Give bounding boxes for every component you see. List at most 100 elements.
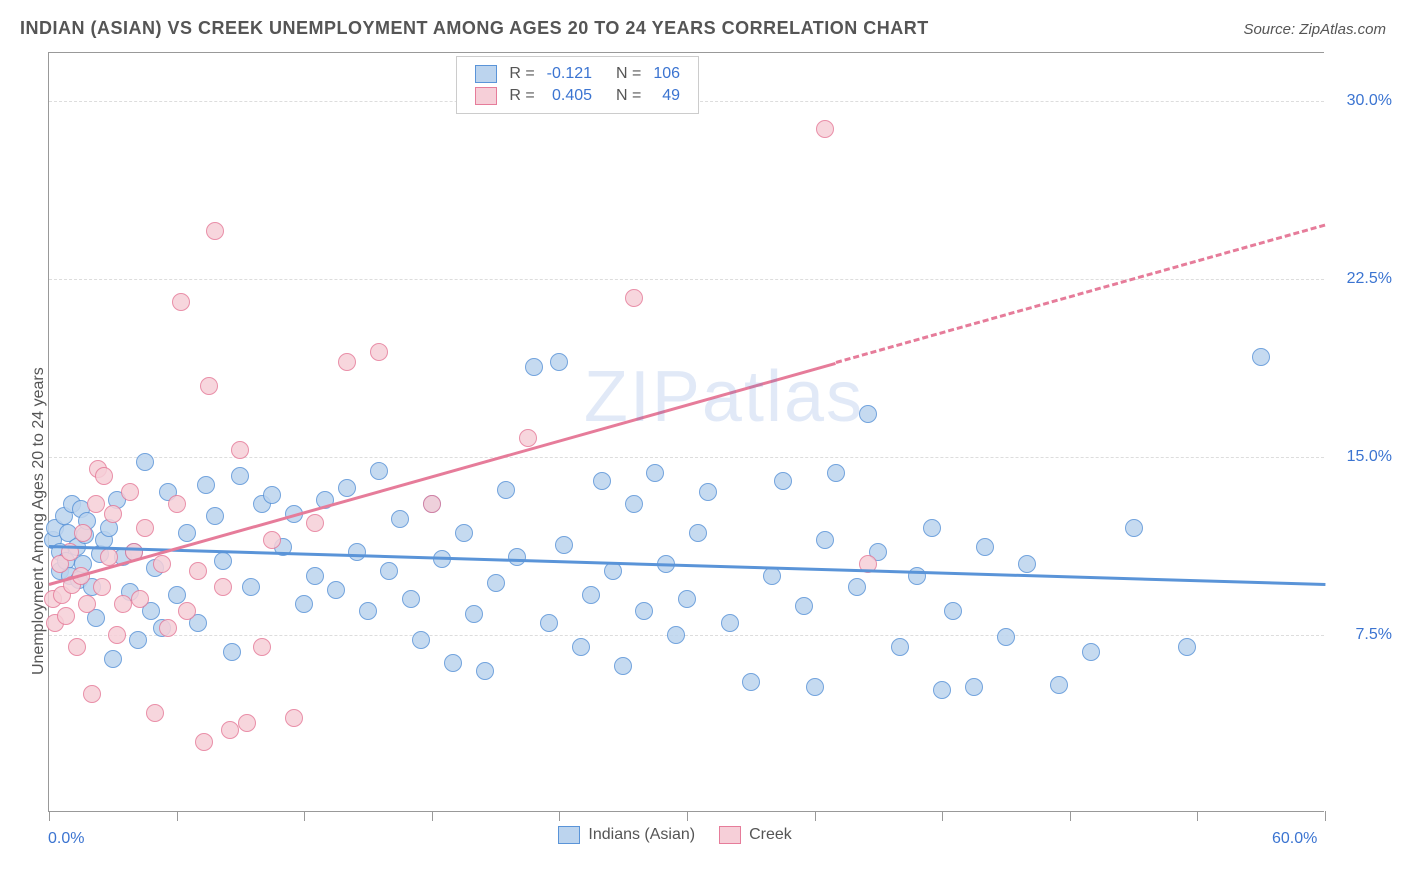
data-point [933, 681, 951, 699]
data-point [197, 476, 215, 494]
data-point [550, 353, 568, 371]
data-point [1178, 638, 1196, 656]
x-tick [815, 811, 816, 821]
data-point [1050, 676, 1068, 694]
data-point [827, 464, 845, 482]
title-bar: INDIAN (ASIAN) VS CREEK UNEMPLOYMENT AMO… [20, 18, 1386, 39]
data-point [859, 405, 877, 423]
data-point [104, 505, 122, 523]
data-point [146, 704, 164, 722]
data-point [923, 519, 941, 537]
data-point [816, 120, 834, 138]
r-label: R = [503, 63, 540, 85]
data-point [1125, 519, 1143, 537]
x-tick [304, 811, 305, 821]
data-point [238, 714, 256, 732]
data-point [497, 481, 515, 499]
data-point [100, 548, 118, 566]
x-tick [177, 811, 178, 821]
data-point [635, 602, 653, 620]
data-point [1018, 555, 1036, 573]
x-tick [432, 811, 433, 821]
data-point [114, 595, 132, 613]
legend-label: Creek [749, 826, 792, 844]
data-point [253, 638, 271, 656]
legend-swatch [475, 87, 497, 105]
data-point [348, 543, 366, 561]
data-point [891, 638, 909, 656]
data-point [412, 631, 430, 649]
data-point [195, 733, 213, 751]
legend-swatch [475, 65, 497, 83]
data-point [295, 595, 313, 613]
data-point [206, 507, 224, 525]
n-label: N = [610, 63, 647, 85]
data-point [742, 673, 760, 691]
data-point [168, 495, 186, 513]
x-tick [49, 811, 50, 821]
data-point [231, 441, 249, 459]
n-label: N = [610, 85, 647, 107]
data-point [667, 626, 685, 644]
data-point [178, 602, 196, 620]
r-value: -0.121 [541, 63, 598, 85]
data-point [487, 574, 505, 592]
data-point [593, 472, 611, 490]
data-point [136, 453, 154, 471]
data-point [572, 638, 590, 656]
series-legend: Indians (Asian) Creek [558, 826, 791, 844]
data-point [455, 524, 473, 542]
x-axis-min-label: 0.0% [48, 830, 84, 848]
correlation-legend: R =-0.121N =106R =0.405N =49 [456, 56, 699, 114]
data-point [263, 531, 281, 549]
data-point [95, 467, 113, 485]
y-tick-label: 7.5% [1356, 626, 1392, 644]
y-tick-label: 30.0% [1347, 92, 1392, 110]
x-tick [687, 811, 688, 821]
data-point [370, 343, 388, 361]
data-point [242, 578, 260, 596]
legend-item: Indians (Asian) [558, 826, 695, 844]
n-value: 49 [647, 85, 686, 107]
x-tick [1197, 811, 1198, 821]
data-point [178, 524, 196, 542]
data-point [87, 495, 105, 513]
data-point [206, 222, 224, 240]
source-label: Source: ZipAtlas.com [1243, 21, 1386, 38]
data-point [391, 510, 409, 528]
scatter-plot: 7.5%15.0%22.5%30.0% [48, 52, 1324, 812]
data-point [306, 514, 324, 532]
data-point [965, 678, 983, 696]
data-point [465, 605, 483, 623]
data-point [1252, 348, 1270, 366]
data-point [1082, 643, 1100, 661]
legend-swatch [719, 826, 741, 844]
data-point [380, 562, 398, 580]
data-point [402, 590, 420, 608]
data-point [795, 597, 813, 615]
r-label: R = [503, 85, 540, 107]
data-point [104, 650, 122, 668]
data-point [646, 464, 664, 482]
legend-swatch [558, 826, 580, 844]
data-point [131, 590, 149, 608]
data-point [68, 638, 86, 656]
data-point [689, 524, 707, 542]
data-point [444, 654, 462, 672]
data-point [582, 586, 600, 604]
data-point [678, 590, 696, 608]
x-tick [942, 811, 943, 821]
data-point [519, 429, 537, 447]
data-point [338, 479, 356, 497]
data-point [370, 462, 388, 480]
data-point [721, 614, 739, 632]
n-value: 106 [647, 63, 686, 85]
data-point [263, 486, 281, 504]
legend-item: Creek [719, 826, 792, 844]
data-point [816, 531, 834, 549]
data-point [189, 562, 207, 580]
x-tick [1325, 811, 1326, 821]
trend-line [835, 224, 1325, 364]
data-point [83, 685, 101, 703]
data-point [200, 377, 218, 395]
